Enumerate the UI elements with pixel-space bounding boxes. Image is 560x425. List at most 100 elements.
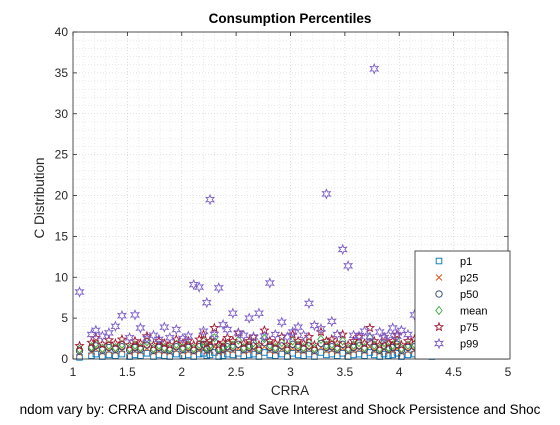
- data-point-p99: [205, 193, 216, 206]
- data-point-p99: [270, 328, 281, 341]
- data-point-p99: [309, 319, 320, 332]
- data-point-p99: [379, 331, 390, 344]
- data-point-p75: [326, 333, 338, 344]
- data-point-p99: [248, 331, 259, 343]
- data-point-p75: [188, 339, 199, 350]
- data-point-p1: [112, 352, 119, 359]
- data-point-p50: [98, 346, 107, 354]
- data-point-p99: [383, 329, 394, 342]
- legend-entry-p25: p25: [435, 273, 478, 285]
- data-point-p99: [194, 281, 205, 293]
- data-point-p99: [148, 329, 159, 342]
- data-point-p99: [276, 316, 287, 328]
- data-point-p99: [135, 322, 146, 334]
- data-point-mean: [223, 338, 232, 349]
- data-point-p50: [360, 345, 369, 353]
- data-point-mean: [317, 334, 325, 345]
- data-point-mean: [338, 336, 347, 346]
- data-point-p75: [238, 338, 249, 348]
- data-point-p99: [222, 323, 233, 336]
- data-point-p99: [315, 322, 326, 335]
- data-point-mean: [380, 337, 388, 348]
- legend-entries: p1 p25 p50 mean p75 p99: [433, 256, 488, 351]
- data-point-p1: [105, 351, 113, 359]
- data-point-p50: [87, 344, 96, 353]
- data-point-p75: [164, 339, 175, 350]
- data-point-p1: [361, 352, 368, 359]
- data-point-p99: [201, 296, 212, 309]
- data-point-p99: [116, 309, 127, 322]
- data-point-p99: [253, 307, 264, 320]
- data-point-p99: [326, 315, 337, 328]
- data-point-p50: [240, 345, 248, 353]
- data-point-p99: [129, 309, 141, 321]
- data-point-p1: [88, 352, 95, 359]
- data-point-p75: [383, 338, 394, 348]
- data-point-p99: [369, 63, 380, 75]
- x-tick-layer: 1 1.5 2 2.5 3 3.5 4 4.5 5: [70, 32, 512, 379]
- data-point-p1: [137, 352, 144, 359]
- data-point-p75: [213, 339, 224, 350]
- data-point-p50: [143, 341, 151, 349]
- data-point-p50: [271, 345, 279, 353]
- data-point-p99: [244, 312, 255, 324]
- y-tick-label: 15: [55, 229, 69, 243]
- legend-label-p25: p25: [460, 273, 478, 285]
- x-axis-label: CRRA: [271, 383, 309, 398]
- data-point-p99: [159, 321, 170, 333]
- data-point-p50: [294, 343, 302, 352]
- x-tick-label: 5: [505, 365, 512, 379]
- legend-marker-p99: [433, 337, 445, 350]
- data-point-p50: [322, 343, 331, 352]
- data-point-p50: [266, 343, 274, 352]
- data-point-p1: [404, 351, 412, 359]
- data-point-p75: [227, 335, 239, 346]
- data-point-p1: [195, 350, 203, 358]
- data-point-p99: [332, 328, 343, 341]
- data-point-p75: [264, 335, 276, 346]
- data-point-p75: [282, 339, 293, 350]
- data-point-p50: [111, 345, 120, 353]
- data-point-p99: [110, 320, 121, 333]
- legend-marker-p50: [435, 290, 443, 298]
- legend-marker-mean: [435, 305, 443, 316]
- data-point-p75: [396, 339, 407, 350]
- data-point-p75: [204, 335, 216, 346]
- data-point-p75: [337, 329, 348, 339]
- data-point-p50: [229, 343, 237, 352]
- data-point-p75: [364, 322, 376, 333]
- data-point-p75: [177, 338, 189, 348]
- data-point-p25: [317, 344, 325, 351]
- data-point-p75: [141, 330, 153, 341]
- data-point-p99: [337, 243, 348, 256]
- data-point-p99: [233, 327, 244, 339]
- data-point-p75: [135, 338, 146, 348]
- data-point-p99: [171, 323, 182, 336]
- x-tick-label: 4: [396, 365, 403, 379]
- data-point-p75: [116, 333, 128, 344]
- data-point-p99: [103, 327, 114, 339]
- data-point-p99: [348, 329, 359, 342]
- data-point-p75: [387, 335, 398, 346]
- data-point-p75: [309, 339, 320, 350]
- data-point-mean: [260, 333, 269, 344]
- data-point-p75: [270, 338, 281, 348]
- data-point-p99: [287, 326, 298, 338]
- data-point-mean: [278, 337, 286, 348]
- legend-label-p1: p1: [460, 256, 472, 268]
- legend-label-mean: mean: [460, 306, 488, 318]
- legend-box: [414, 250, 511, 360]
- data-point-p99: [74, 286, 85, 298]
- data-point-p1: [219, 352, 227, 359]
- data-point-p99: [343, 260, 354, 272]
- data-point-p50: [118, 343, 126, 351]
- y-tick-label: 0: [61, 352, 68, 366]
- y-tick-label: 30: [55, 107, 69, 121]
- x-tick-label: 2: [178, 365, 185, 379]
- data-point-p50: [179, 345, 187, 353]
- data-point-p99: [177, 332, 188, 345]
- data-point-p75: [74, 340, 85, 351]
- data-point-mean: [92, 338, 100, 349]
- data-point-p99: [227, 307, 238, 320]
